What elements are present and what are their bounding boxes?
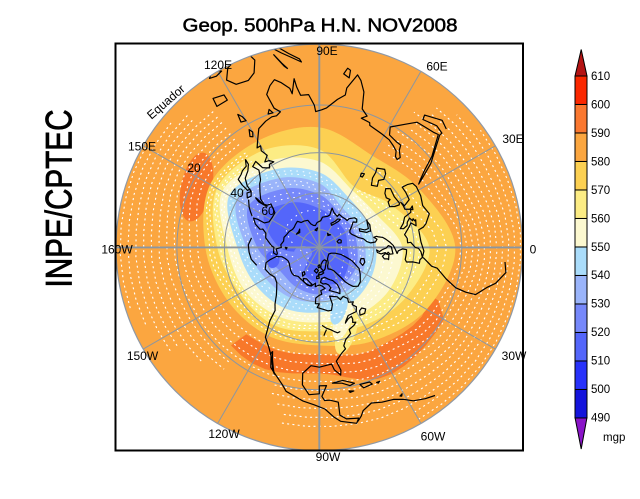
svg-text:530: 530: [591, 299, 610, 311]
svg-text:570: 570: [591, 185, 610, 197]
svg-text:600: 600: [591, 100, 610, 112]
svg-text:510: 510: [591, 356, 610, 368]
svg-text:90E: 90E: [316, 44, 337, 58]
svg-text:490: 490: [591, 413, 610, 425]
svg-text:580: 580: [591, 156, 610, 168]
svg-text:150W: 150W: [127, 349, 159, 363]
svg-text:60W: 60W: [421, 430, 446, 444]
svg-text:120W: 120W: [208, 427, 240, 441]
svg-text:550: 550: [591, 242, 610, 254]
svg-text:500: 500: [591, 384, 610, 396]
svg-text:mgp: mgp: [603, 432, 625, 444]
svg-text:160W: 160W: [101, 243, 133, 257]
svg-text:60: 60: [261, 204, 275, 218]
svg-text:30W: 30W: [502, 349, 527, 363]
svg-text:520: 520: [591, 327, 610, 339]
svg-text:540: 540: [591, 270, 610, 282]
svg-text:0: 0: [530, 243, 537, 257]
svg-text:90W: 90W: [316, 450, 341, 464]
svg-text:590: 590: [591, 128, 610, 140]
svg-text:Geop. 500hPa H.N. NOV2008: Geop. 500hPa H.N. NOV2008: [183, 16, 458, 36]
svg-text:60E: 60E: [426, 60, 447, 74]
svg-text:30E: 30E: [502, 132, 523, 146]
svg-text:20: 20: [187, 161, 201, 175]
svg-text:INPE/CPTEC: INPE/CPTEC: [39, 110, 80, 288]
svg-text:610: 610: [591, 71, 610, 83]
svg-text:150E: 150E: [128, 140, 156, 154]
svg-text:40: 40: [230, 186, 244, 200]
svg-text:560: 560: [591, 213, 610, 225]
svg-text:120E: 120E: [204, 58, 232, 72]
